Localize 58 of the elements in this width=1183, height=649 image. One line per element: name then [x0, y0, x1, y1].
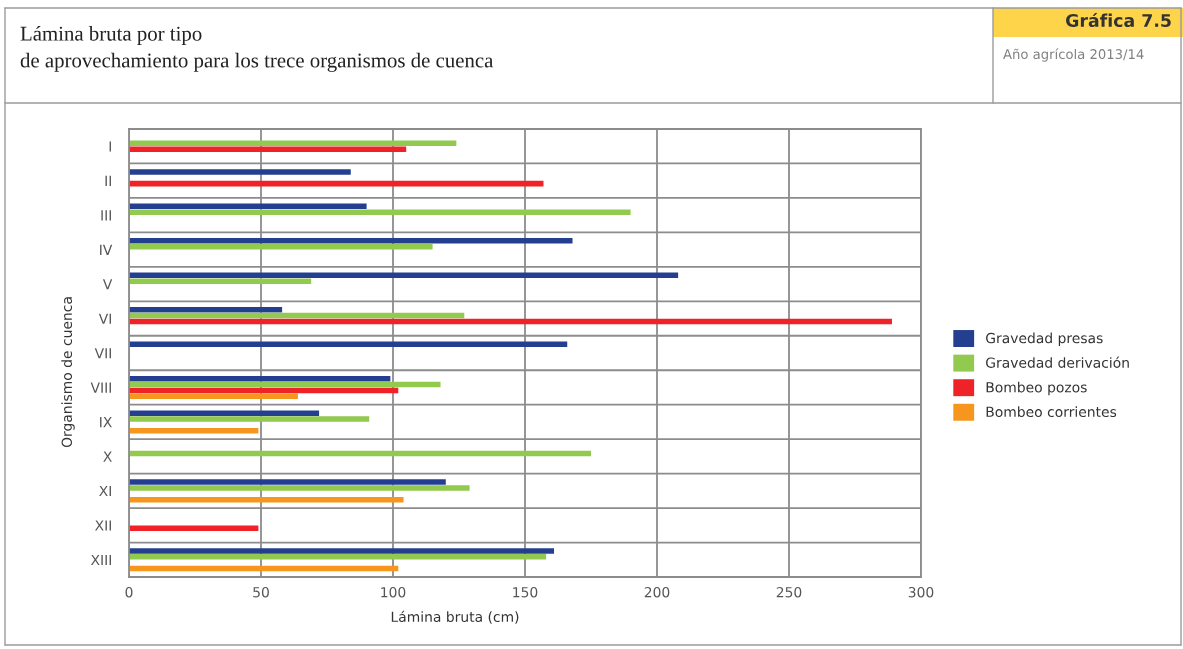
bar: [129, 238, 573, 244]
y-tick-label: XIII: [90, 554, 111, 566]
y-tick-label: VIII: [90, 382, 111, 393]
y-tick-label: II: [105, 175, 111, 186]
y-tick-label: V: [102, 279, 113, 290]
bar: [129, 307, 283, 313]
bar: [129, 427, 259, 434]
bar: [129, 169, 351, 175]
bar: [129, 312, 465, 319]
text: Gráfica 7.5: [1066, 12, 1171, 28]
y-tick-label: I: [109, 141, 111, 152]
bar: [129, 278, 312, 284]
x-tick-label: 200: [644, 586, 670, 598]
y-tick-label: VII: [94, 348, 111, 359]
bar: [129, 140, 457, 147]
bar: [129, 525, 259, 531]
bar: [129, 565, 399, 572]
legend-label: Bombeo corrientes: [986, 406, 1117, 418]
legend-label: Bombeo pozos: [986, 381, 1087, 396]
bar: [129, 209, 631, 215]
bar: [129, 485, 470, 491]
y-tick-label: IX: [100, 417, 112, 428]
x-tick-label: 150: [513, 586, 538, 598]
y-tick-label: XII: [95, 520, 111, 531]
bar: [129, 410, 320, 416]
x-tick-label: 50: [253, 586, 269, 598]
y-tick-label: XI: [99, 486, 111, 497]
bar: [129, 450, 591, 457]
bar: [129, 479, 446, 485]
bar: [129, 375, 391, 382]
y-tick-label: IV: [100, 244, 113, 255]
x-axis-title: Lámina bruta (cm): [391, 610, 519, 624]
y-tick-label: VI: [98, 313, 111, 324]
x-tick-label: 100: [381, 586, 406, 598]
y-tick-label: III: [101, 210, 111, 221]
bar: [129, 381, 441, 388]
x-tick-label: 300: [908, 586, 934, 598]
text: Año agrícola 2013/14: [1003, 48, 1144, 62]
bar: [129, 318, 892, 325]
y-axis-title: Organismo de cuenca: [61, 297, 75, 448]
bar: [129, 393, 298, 399]
bar: [129, 548, 555, 554]
bar: [129, 243, 433, 250]
x-tick-label: 0: [125, 586, 133, 598]
bar: [129, 203, 367, 210]
legend-label: Gravedad presas: [986, 332, 1103, 346]
y-tick-label: X: [103, 451, 112, 462]
bar: [129, 180, 544, 187]
bar: [129, 272, 679, 279]
bar: [129, 341, 568, 347]
legend-label: Gravedad derivación: [986, 356, 1129, 368]
bar: [129, 496, 404, 503]
bar: [129, 387, 399, 394]
bar: [129, 146, 407, 152]
bar: [129, 554, 547, 560]
bar: [129, 416, 370, 422]
chart-title: Lámina bruta por tipo de aprovechamiento para los trece organismos de cuenca: [20, 26, 494, 72]
x-tick-label: 250: [776, 586, 802, 598]
